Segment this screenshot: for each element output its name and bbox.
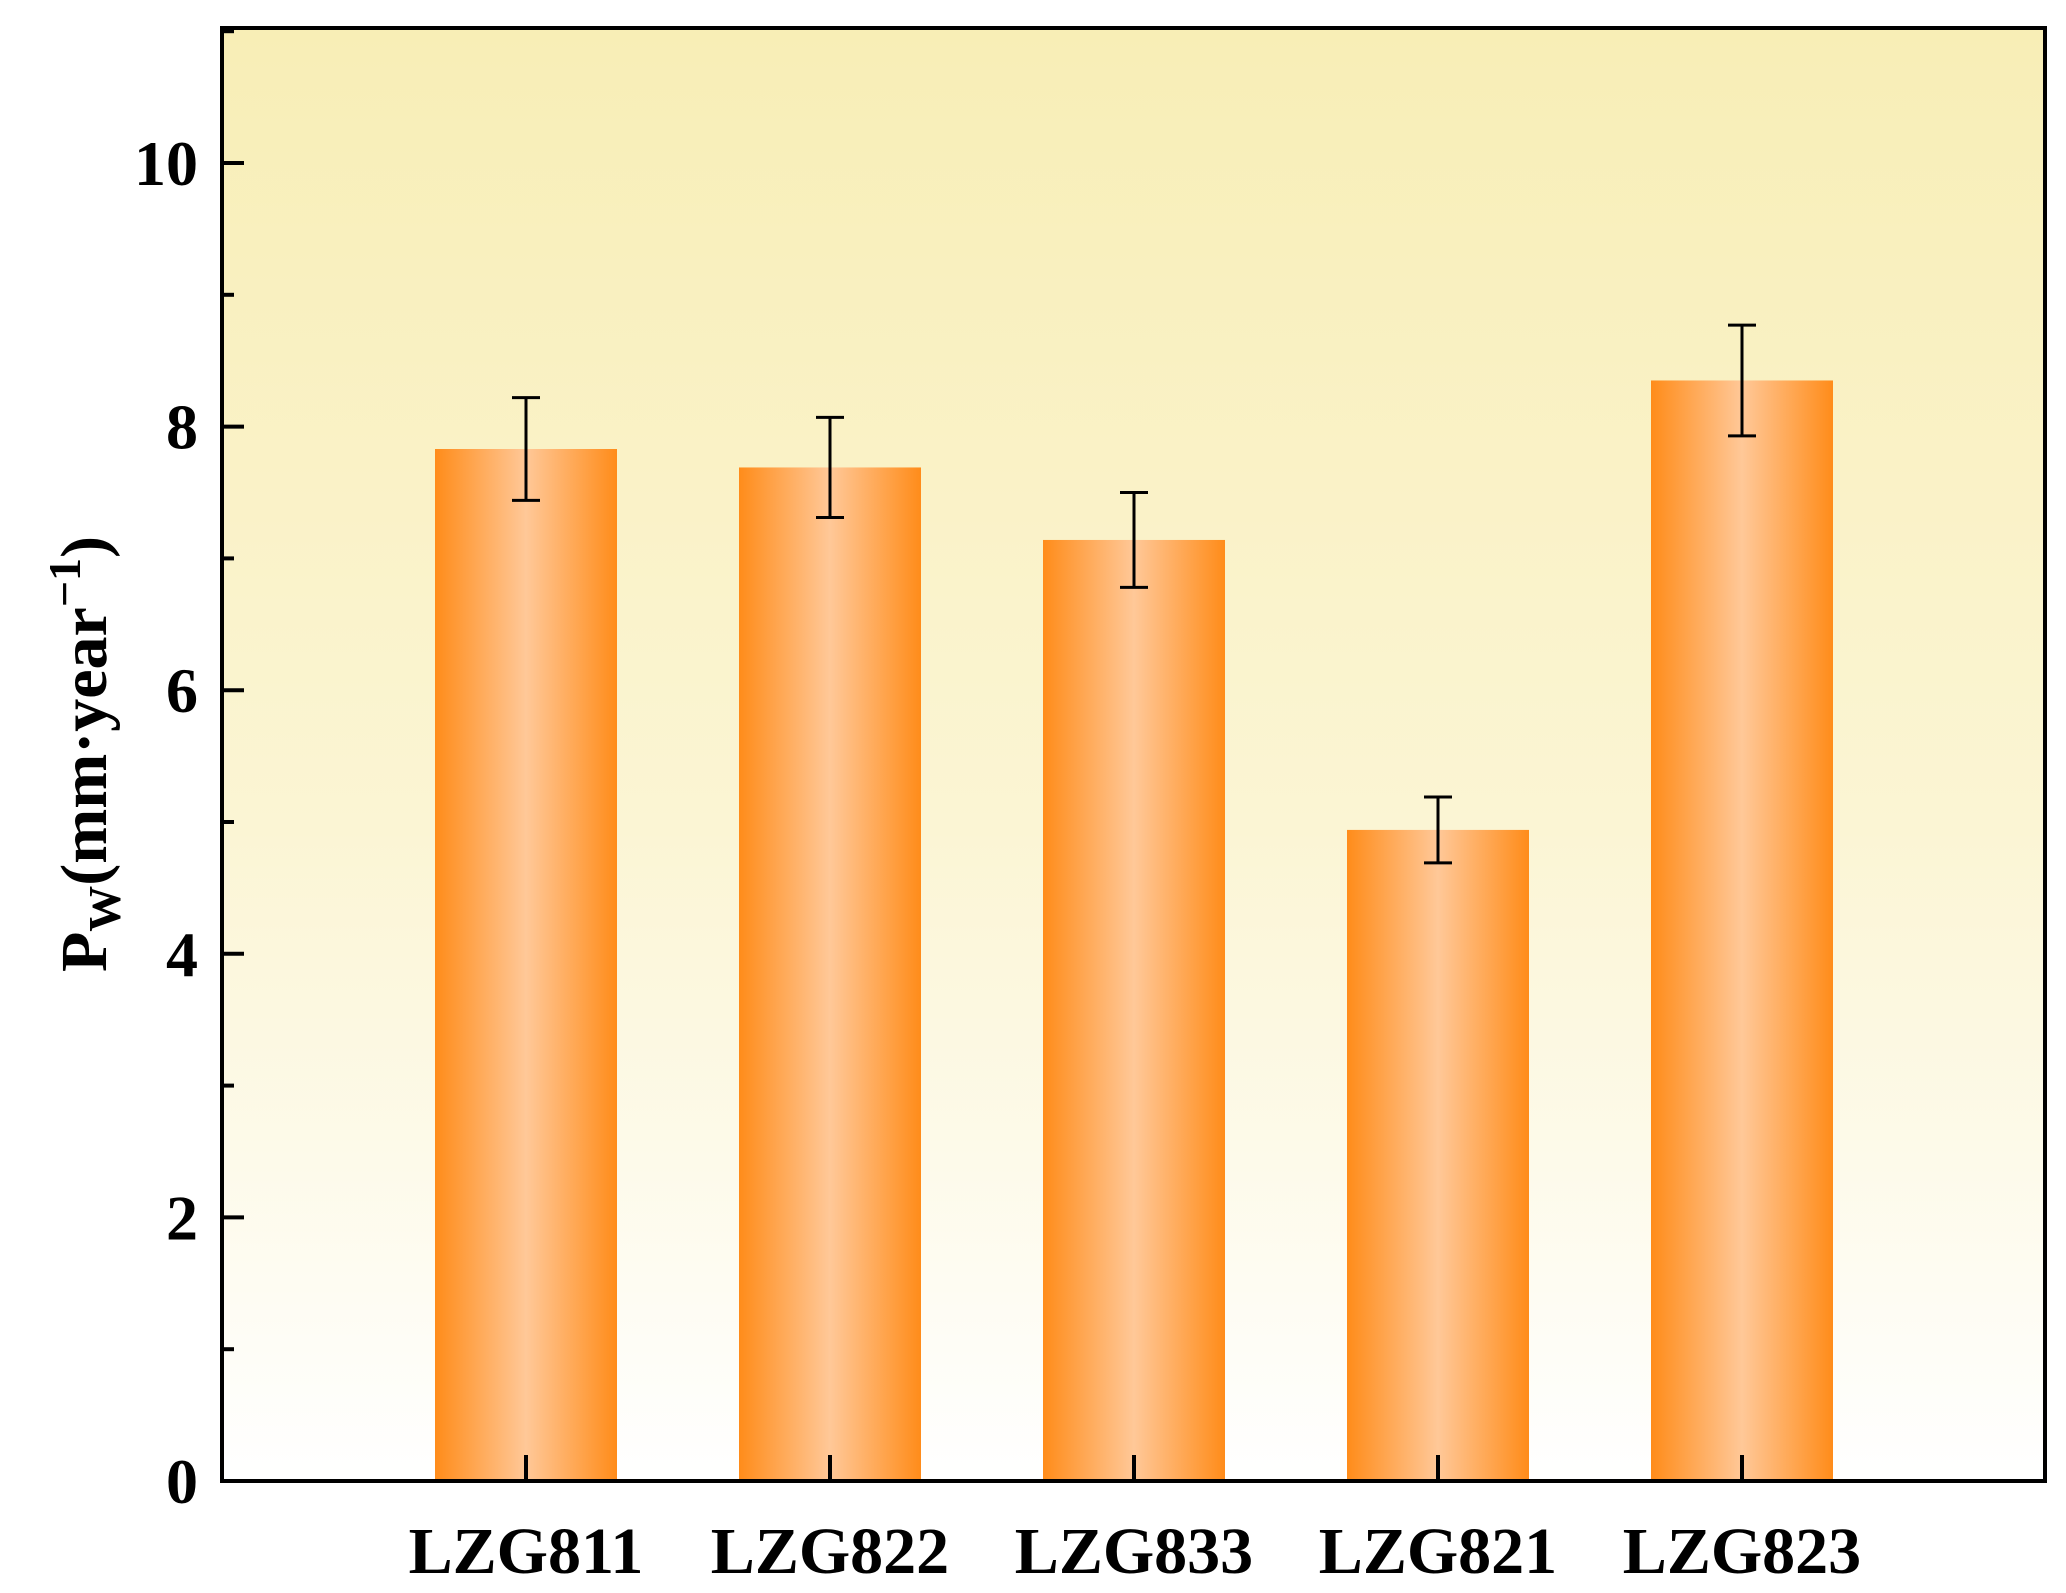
y-axis-subscript: W <box>79 886 130 932</box>
y-axis-exponent: −1 <box>39 558 90 607</box>
y-tick-label: 0 <box>166 1446 198 1517</box>
x-tick-label: LZG821 <box>1319 1515 1557 1588</box>
error-bar-LZG822 <box>816 415 844 520</box>
y-axis-title: PW(mm·year−1) <box>39 536 130 972</box>
y-tick-label: 10 <box>134 128 198 199</box>
x-axis: LZG811 LZG822 LZG833 LZG821 LZG823 <box>409 1455 1861 1588</box>
x-tick-label: LZG822 <box>711 1515 949 1588</box>
x-tick-label: LZG811 <box>409 1515 644 1588</box>
error-bar-LZG823 <box>1728 323 1756 438</box>
error-bar-LZG821 <box>1424 795 1452 865</box>
bar-LZG823 <box>1651 380 1833 1482</box>
error-bar-LZG833 <box>1120 491 1148 589</box>
x-tick-label: LZG823 <box>1623 1515 1861 1588</box>
error-bars <box>512 323 1756 865</box>
bar-LZG821 <box>1347 829 1529 1481</box>
y-axis-symbol: P <box>48 932 121 972</box>
bars <box>435 380 1833 1482</box>
y-tick-label: 4 <box>166 919 198 990</box>
bar-LZG811 <box>435 449 617 1482</box>
y-axis: 0 2 4 6 8 10 <box>134 29 244 1517</box>
bar-LZG822 <box>739 467 921 1481</box>
y-axis-close: ) <box>48 536 121 558</box>
x-tick-label: LZG833 <box>1015 1515 1253 1588</box>
y-tick-label: 6 <box>166 655 198 726</box>
y-axis-unit: (mm·year <box>48 607 121 886</box>
error-bar-LZG811 <box>512 396 540 502</box>
y-tick-label: 8 <box>166 392 198 463</box>
bar-LZG833 <box>1043 539 1225 1481</box>
y-tick-label: 2 <box>166 1182 198 1253</box>
